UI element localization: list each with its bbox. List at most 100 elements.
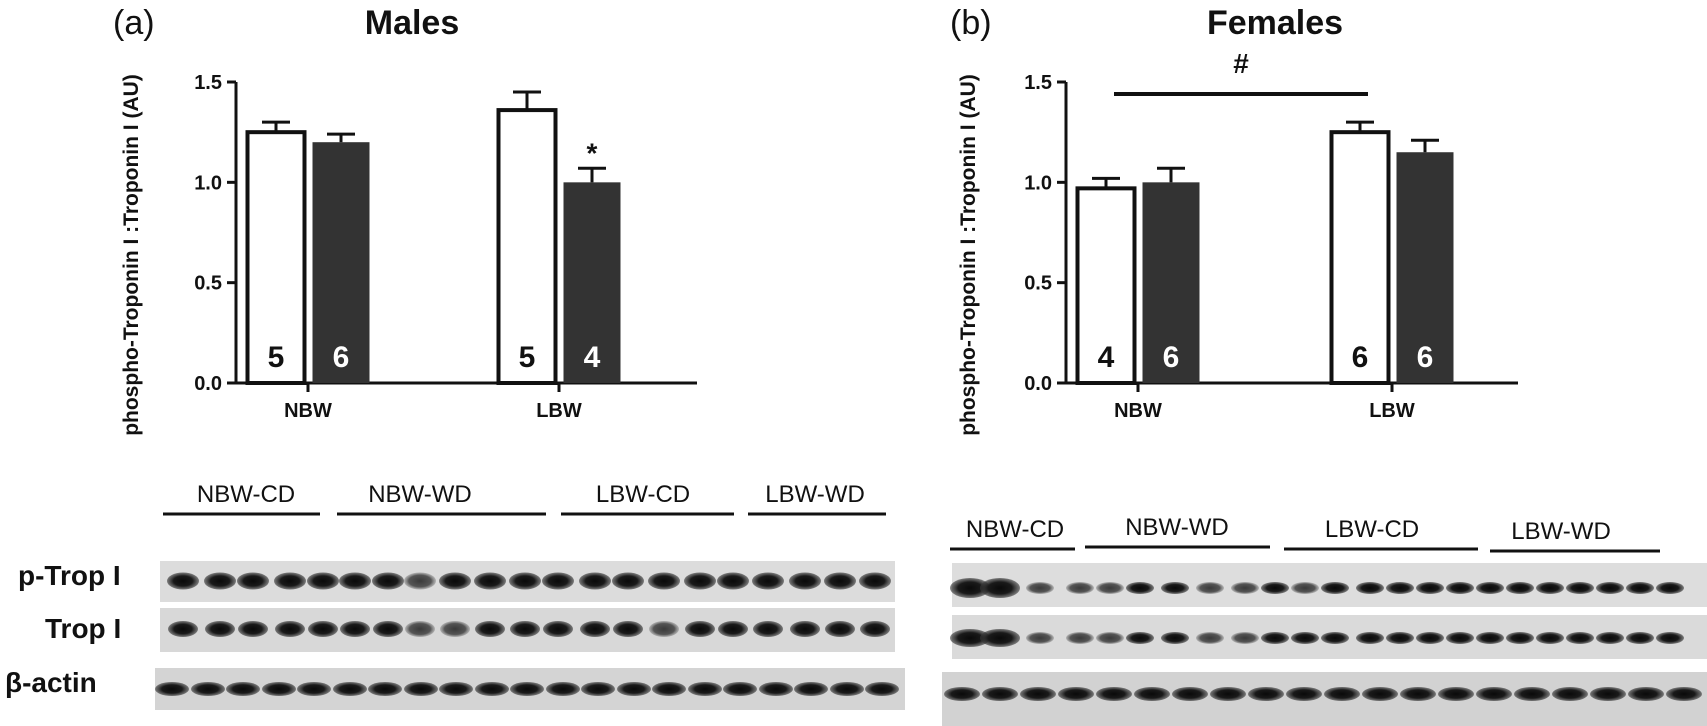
blot-band [297, 682, 331, 696]
y-tick-label: 0.5 [1024, 273, 1052, 295]
blot-band [1134, 687, 1170, 701]
y-tick-label: 0.5 [194, 273, 222, 295]
blot-band [1626, 582, 1654, 594]
blot-band [1126, 632, 1154, 644]
blot-band [191, 682, 225, 696]
blot-band [1506, 632, 1534, 644]
blot-band [1362, 687, 1398, 701]
blot-left-bands [155, 572, 899, 696]
blot-band [1416, 632, 1444, 644]
blot-band [718, 621, 748, 637]
x-tick-label: LBW [1369, 400, 1415, 422]
blot-band [308, 621, 338, 637]
blot-band [794, 682, 828, 696]
blot-band [580, 621, 610, 637]
blot-band [1386, 582, 1414, 594]
blot-band [1261, 632, 1289, 644]
blot-band [1566, 632, 1594, 644]
blot-band [1161, 632, 1189, 644]
blot-band [865, 682, 899, 696]
blot-band [612, 572, 644, 590]
blot-band [1321, 632, 1349, 644]
blot-band [155, 682, 189, 696]
blot-band [1626, 632, 1654, 644]
blot-right-group-label: NBW-CD [966, 516, 1064, 543]
blot-band [1590, 687, 1626, 701]
blot-band [262, 682, 296, 696]
blot-band [1066, 582, 1094, 594]
n-label: 6 [333, 341, 350, 374]
blot-band [950, 578, 990, 598]
blot-band [1628, 687, 1664, 701]
blot-band [579, 572, 611, 590]
blot-band [581, 682, 615, 696]
blot-band [1476, 687, 1512, 701]
blot-band [1291, 582, 1319, 594]
blot-band [542, 572, 574, 590]
blot-band [1286, 687, 1322, 701]
y-tick-label: 1.5 [194, 72, 222, 94]
blot-band [1248, 687, 1284, 701]
blot-band [617, 682, 651, 696]
significance-mark: # [1233, 48, 1249, 79]
blot-band [1666, 687, 1702, 701]
panel-a-ylabel: phospho-Troponin I :Troponin I (AU) [120, 74, 143, 436]
blot-band [859, 572, 891, 590]
blot-band [789, 572, 821, 590]
n-label: 6 [1352, 341, 1369, 374]
blot-band [204, 572, 236, 590]
blot-band [1020, 687, 1056, 701]
blot-band [339, 572, 371, 590]
n-label: 4 [584, 341, 601, 374]
blot-band [652, 682, 686, 696]
blot-right: NBW-CD NBW-WD LBW-CD LBW-WD [942, 514, 1707, 726]
blot-row-label: p-Trop I [18, 560, 121, 591]
blot-band [759, 682, 793, 696]
blot-right-bands [944, 578, 1702, 701]
blot-band [439, 572, 471, 590]
blot-band [1172, 687, 1208, 701]
panel-b-title: Females [1207, 4, 1343, 42]
blot-band [1096, 582, 1124, 594]
blot-band [226, 682, 260, 696]
blot-band [1476, 582, 1504, 594]
blot-band [510, 621, 540, 637]
blot-band [1066, 632, 1094, 644]
y-tick-label: 1.5 [1024, 72, 1052, 94]
blot-band [404, 682, 438, 696]
blot-band [168, 621, 198, 637]
blot-band [205, 621, 235, 637]
blot-band [688, 682, 722, 696]
blot-band [1324, 687, 1360, 701]
significance-mark: * [587, 137, 598, 168]
blot-band [475, 621, 505, 637]
blot-band [753, 621, 783, 637]
blot-band [950, 629, 990, 647]
blot-band [1231, 582, 1259, 594]
blot-band [510, 682, 544, 696]
blot-band [475, 682, 509, 696]
blot-left-group-label: NBW-WD [368, 481, 472, 508]
blot-band [439, 682, 473, 696]
blot-band [372, 572, 404, 590]
blot-band [1438, 687, 1474, 701]
blot-band [830, 682, 864, 696]
panel-a-letter: (a) [113, 4, 155, 42]
blot-band [1400, 687, 1436, 701]
blot-band [1514, 687, 1550, 701]
blot-band [509, 572, 541, 590]
blot-left-group-label: NBW-CD [197, 481, 295, 508]
blot-right-group-label: NBW-WD [1125, 514, 1229, 541]
blot-band [684, 572, 716, 590]
bar [1142, 182, 1200, 383]
bar [312, 142, 370, 383]
blot-band [1096, 687, 1132, 701]
blot-band [1196, 632, 1224, 644]
blot-left-group-label: LBW-WD [765, 481, 865, 508]
blot-band [982, 687, 1018, 701]
blot-band [1446, 582, 1474, 594]
blot-band [649, 621, 679, 637]
blot-band [1506, 582, 1534, 594]
blot-band [1026, 632, 1054, 644]
